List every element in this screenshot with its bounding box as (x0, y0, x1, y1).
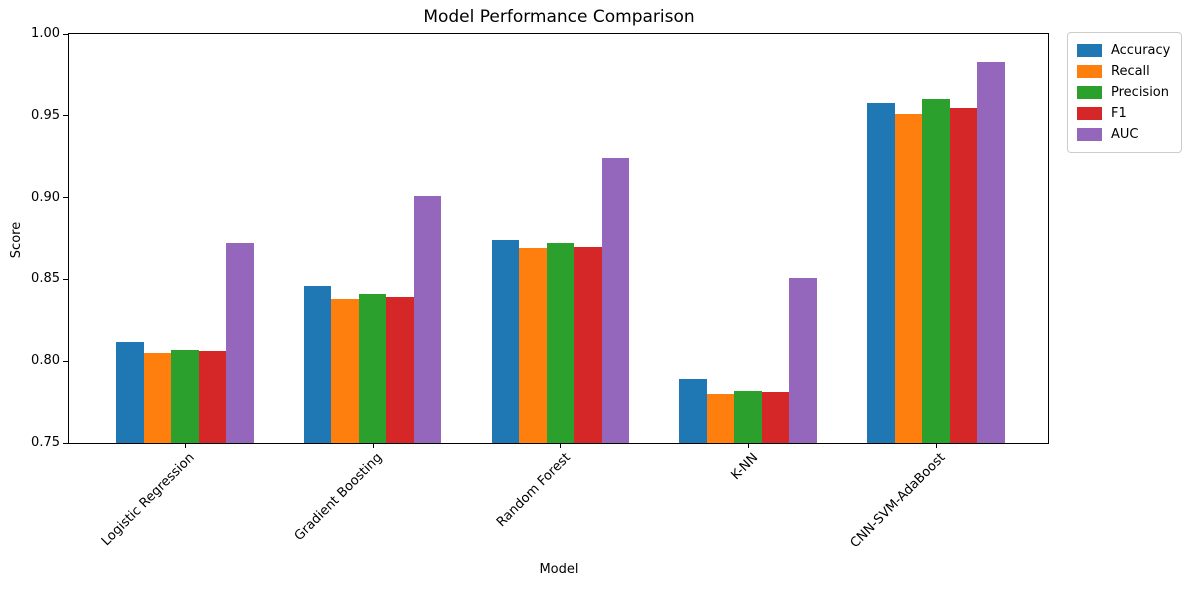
x-tick-label-gradient-boosting: Gradient Boosting (291, 450, 386, 544)
bar-recall-logistic-regression (143, 353, 172, 443)
bar-precision-k-nn (734, 390, 762, 443)
legend-label: Precision (1111, 84, 1170, 100)
bar-precision-gradient-boosting (358, 294, 387, 443)
legend-item-recall: Recall (1077, 61, 1170, 82)
bar-accuracy-k-nn (679, 379, 707, 443)
x-tick-mark (372, 443, 374, 448)
bar-f1-random-forest (574, 246, 602, 443)
plot-area (68, 33, 1049, 444)
bar-auc-logistic-regression (226, 243, 254, 443)
x-tick-label-cnn-svm-adaboost: CNN-SVM-AdaBoost (847, 450, 949, 552)
bar-recall-gradient-boosting (331, 299, 359, 443)
bar-f1-cnn-svm-adaboost (949, 107, 978, 443)
bar-accuracy-logistic-regression (116, 341, 144, 443)
bar-recall-k-nn (706, 393, 735, 443)
bar-precision-logistic-regression (171, 349, 199, 443)
y-tick-label-0.75: 0.75 (31, 435, 60, 450)
y-tick-mark (63, 197, 69, 199)
x-tick-label-random-forest: Random Forest (493, 450, 574, 531)
bar-auc-k-nn (789, 277, 817, 443)
legend-swatch-icon (1077, 44, 1102, 57)
bar-f1-gradient-boosting (386, 297, 414, 443)
y-tick-mark (63, 278, 69, 280)
legend-swatch-icon (1077, 107, 1102, 120)
legend-swatch-icon (1077, 86, 1102, 99)
legend-swatch-icon (1077, 65, 1102, 78)
y-tick-mark (63, 115, 69, 117)
bar-accuracy-gradient-boosting (303, 285, 332, 443)
legend-item-accuracy: Accuracy (1077, 40, 1170, 61)
legend: Accuracy Recall Precision F1 AUC (1067, 32, 1183, 153)
x-tick-mark (560, 443, 562, 448)
bar-f1-k-nn (761, 392, 790, 443)
y-axis-label: Score (9, 221, 24, 259)
bar-accuracy-random-forest (491, 240, 520, 443)
legend-item-precision: Precision (1077, 82, 1170, 103)
legend-swatch-icon (1077, 128, 1102, 141)
bar-auc-gradient-boosting (413, 196, 442, 443)
y-tick-mark (63, 33, 69, 35)
y-tick-label-0.85: 0.85 (31, 271, 60, 287)
y-tick-label-1.00: 1.00 (31, 26, 60, 41)
legend-label: F1 (1111, 105, 1127, 121)
x-axis-label: Model (539, 562, 579, 577)
x-tick-label-k-nn: K-NN (728, 450, 762, 484)
bar-f1-logistic-regression (198, 351, 227, 443)
legend-label: Accuracy (1111, 42, 1171, 58)
x-tick-mark (935, 443, 937, 448)
bar-recall-random-forest (519, 248, 547, 443)
x-tick-mark (185, 443, 186, 448)
y-tick-mark (63, 360, 69, 362)
legend-label: Recall (1111, 63, 1150, 79)
x-tick-mark (748, 443, 750, 448)
y-tick-label-0.80: 0.80 (31, 353, 60, 369)
chart-title: Model Performance Comparison (423, 7, 695, 27)
bar-auc-random-forest (601, 158, 630, 443)
bar-accuracy-cnn-svm-adaboost (867, 102, 895, 443)
y-tick-label-0.95: 0.95 (31, 107, 60, 123)
bar-auc-cnn-svm-adaboost (977, 61, 1005, 443)
legend-item-auc: AUC (1077, 124, 1170, 145)
y-tick-mark (63, 442, 69, 444)
y-tick-label-0.90: 0.90 (31, 189, 60, 205)
legend-label: AUC (1111, 126, 1139, 142)
legend-item-f1: F1 (1077, 103, 1170, 124)
bar-precision-cnn-svm-adaboost (922, 99, 950, 443)
x-tick-label-logistic-regression: Logistic Regression (99, 450, 198, 550)
bar-recall-cnn-svm-adaboost (894, 114, 923, 443)
bar-precision-random-forest (546, 243, 575, 443)
